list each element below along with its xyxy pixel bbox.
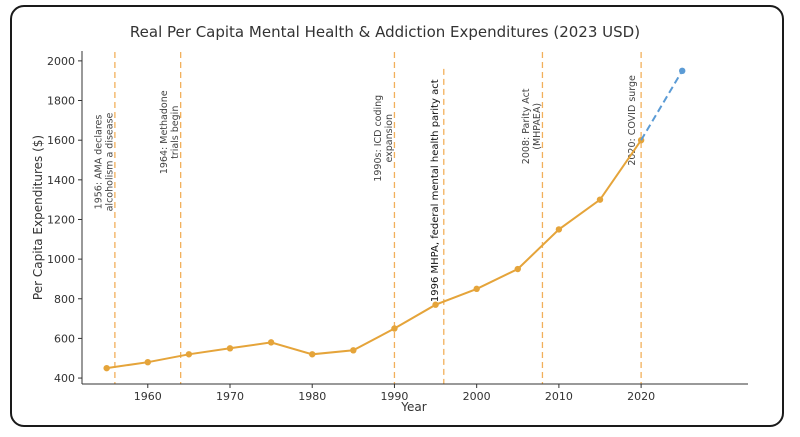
event-label: expansion: [384, 114, 395, 163]
x-tick-label: 2020: [627, 390, 655, 403]
y-tick-label: 1800: [47, 95, 75, 108]
data-point: [555, 226, 563, 233]
x-tick-label: 1960: [134, 390, 162, 403]
event-label: 1964: Methadone: [159, 90, 170, 174]
data-point: [596, 196, 604, 203]
chart-svg: 1956: AMA declares alcoholism a disease 19…: [31, 23, 748, 414]
event-label: (MHPAEA): [532, 103, 543, 150]
data-point: [391, 325, 398, 332]
y-tick-label: 2000: [47, 55, 75, 68]
data-point: [226, 345, 234, 352]
y-tick-label: 1600: [47, 134, 75, 147]
data-point: [350, 347, 357, 354]
y-axis-label: Per Capita Expenditures ($): [31, 135, 45, 300]
data-point: [267, 339, 275, 346]
data-point: [185, 351, 193, 358]
event-label: 1990s: ICD coding: [373, 95, 384, 182]
series-lines: [103, 67, 686, 372]
data-point: [679, 67, 686, 75]
series-line-projection: [640, 70, 684, 141]
chart-title: Real Per Capita Mental Health & Addictio…: [130, 23, 640, 41]
event-label: 2020: COVID surge: [627, 75, 638, 166]
data-point: [514, 265, 521, 273]
event-label: 1956: AMA declares: [93, 115, 104, 210]
tick-labels: 1960 1970 1980 1990 2000 2010 2020 400 600 800 100…: [47, 55, 655, 403]
data-point: [473, 285, 480, 293]
y-tick-label: 400: [54, 372, 75, 385]
y-tick-label: 1200: [47, 213, 75, 226]
y-tick-label: 600: [54, 332, 75, 345]
event-markers: 1956: AMA declares alcoholism a disease 19…: [93, 52, 642, 384]
x-tick-label: 1990: [380, 390, 408, 403]
data-point: [144, 358, 151, 366]
event-label: trials begin: [170, 106, 181, 159]
x-axis-label: Year: [400, 400, 426, 414]
event-label: 1996 MHPA, federal mental health parity …: [430, 79, 441, 302]
y-tick-label: 800: [54, 293, 75, 306]
series-line-historical: [106, 139, 642, 370]
axes: [81, 51, 748, 385]
x-tick-label: 2000: [463, 390, 491, 403]
data-point: [432, 301, 439, 308]
x-tick-label: 1980: [298, 390, 326, 403]
y-tick-label: 1000: [47, 253, 75, 266]
event-label: 2008: Parity Act: [521, 88, 532, 164]
chart-frame: 1956: AMA declares alcoholism a disease 19…: [10, 5, 784, 427]
event-label: alcoholism a disease: [104, 112, 115, 211]
y-tick-label: 1400: [47, 174, 75, 187]
data-point: [309, 351, 316, 358]
x-tick-label: 1970: [216, 390, 244, 403]
data-point: [103, 364, 110, 372]
x-tick-label: 2010: [545, 390, 573, 403]
